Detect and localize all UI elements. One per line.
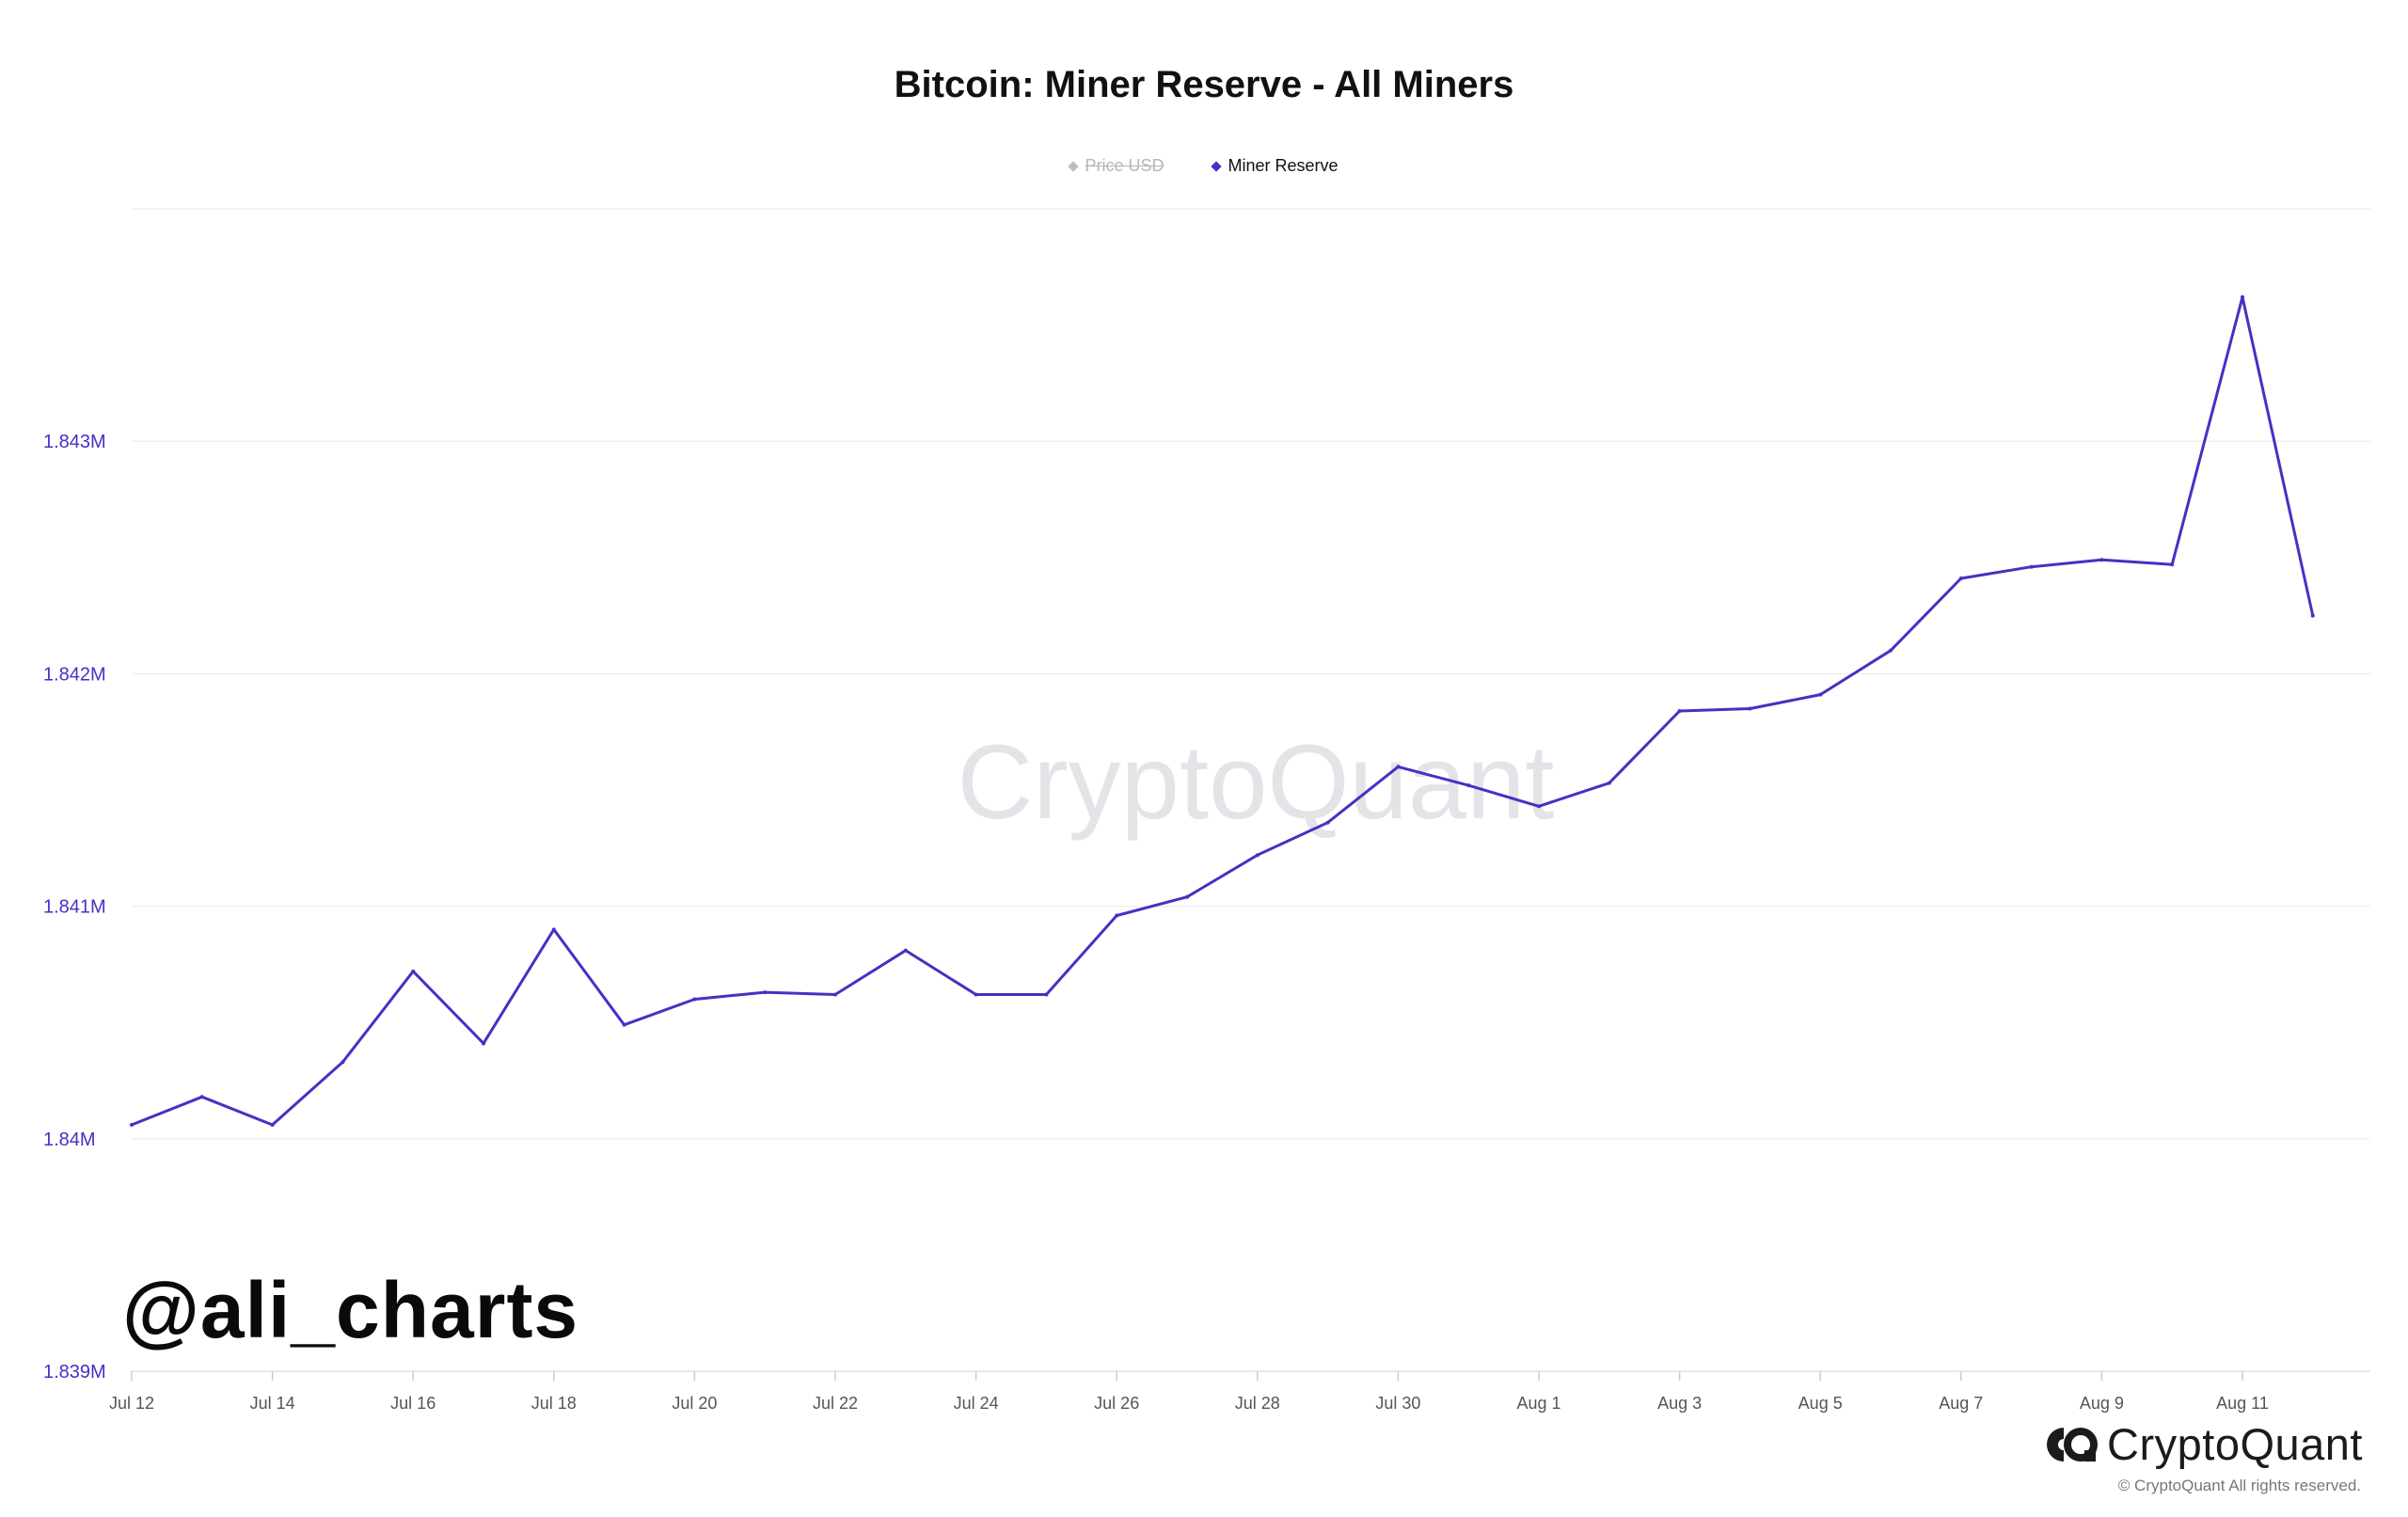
data-point[interactable] <box>1325 820 1330 825</box>
data-point[interactable] <box>482 1041 485 1046</box>
x-tick-label: Jul 20 <box>672 1394 717 1413</box>
x-tick-label: Jul 28 <box>1235 1394 1280 1413</box>
cryptoquant-logo-icon <box>2047 1427 2099 1462</box>
data-point[interactable] <box>622 1022 626 1027</box>
x-tick-label: Jul 26 <box>1094 1394 1139 1413</box>
legend-item-price-usd[interactable]: Price USD <box>1068 156 1164 176</box>
data-point[interactable] <box>1044 992 1049 997</box>
data-point[interactable] <box>2170 562 2175 567</box>
data-point[interactable] <box>1396 765 1401 769</box>
data-point[interactable] <box>411 969 416 973</box>
x-tick-label: Jul 24 <box>954 1394 999 1413</box>
data-point[interactable] <box>1537 804 1541 809</box>
data-point[interactable] <box>2310 613 2315 618</box>
x-tick-label: Jul 30 <box>1375 1394 1420 1413</box>
data-point[interactable] <box>1958 577 1963 581</box>
legend-label: Miner Reserve <box>1228 156 1339 175</box>
data-point[interactable] <box>2241 294 2244 299</box>
x-tick-label: Aug 5 <box>1798 1394 1843 1413</box>
data-point[interactable] <box>833 992 837 997</box>
data-point[interactable] <box>341 1060 345 1065</box>
data-point[interactable] <box>1255 853 1259 858</box>
data-point[interactable] <box>903 948 908 953</box>
chart-title: Bitcoin: Miner Reserve - All Miners <box>894 64 1514 105</box>
brand-name: CryptoQuant <box>2107 1419 2363 1469</box>
y-tick-label: 1.843M <box>43 432 106 452</box>
data-point[interactable] <box>2099 558 2104 562</box>
watermark-text: CryptoQuant <box>958 723 1555 841</box>
data-point[interactable] <box>1115 913 1119 918</box>
data-point[interactable] <box>1677 708 1682 713</box>
x-tick-label: Aug 11 <box>2216 1394 2269 1413</box>
brand-logo: CryptoQuant <box>2045 1418 2363 1470</box>
author-handle: @ali_charts <box>122 1266 579 1354</box>
data-point[interactable] <box>1607 781 1611 785</box>
data-point[interactable] <box>2029 564 2034 569</box>
chart-legend: Price USD Miner Reserve <box>0 156 2408 176</box>
x-tick-label: Jul 12 <box>109 1394 154 1413</box>
legend-label: Price USD <box>1085 156 1164 175</box>
data-point[interactable] <box>1818 692 1823 697</box>
data-point[interactable] <box>974 992 978 997</box>
data-point[interactable] <box>1466 783 1471 788</box>
data-point[interactable] <box>199 1095 204 1099</box>
x-tick-label: Jul 16 <box>390 1394 436 1413</box>
x-tick-label: Aug 7 <box>1939 1394 1983 1413</box>
legend-item-miner-reserve[interactable]: Miner Reserve <box>1211 156 1339 176</box>
x-tick-label: Jul 22 <box>813 1394 858 1413</box>
x-tick-label: Jul 14 <box>250 1394 295 1413</box>
data-point[interactable] <box>1889 648 1893 653</box>
x-tick-label: Aug 9 <box>2080 1394 2124 1413</box>
data-point[interactable] <box>692 997 697 1002</box>
data-point[interactable] <box>1748 706 1752 711</box>
data-point[interactable] <box>130 1122 134 1127</box>
y-tick-label: 1.841M <box>43 897 106 918</box>
data-point[interactable] <box>551 927 556 932</box>
copyright-text: © CryptoQuant All rights reserved. <box>2117 1477 2361 1494</box>
data-point[interactable] <box>763 990 768 995</box>
y-tick-label: 1.842M <box>43 664 106 685</box>
data-point[interactable] <box>270 1122 275 1127</box>
x-tick-label: Aug 3 <box>1657 1394 1702 1413</box>
x-tick-label: Aug 1 <box>1516 1394 1560 1413</box>
x-tick-label: Jul 18 <box>531 1394 577 1413</box>
y-tick-label: 1.84M <box>43 1130 96 1150</box>
data-point[interactable] <box>1185 894 1189 899</box>
y-tick-label: 1.839M <box>43 1362 106 1383</box>
series-line-miner-reserve <box>131 295 2315 1127</box>
